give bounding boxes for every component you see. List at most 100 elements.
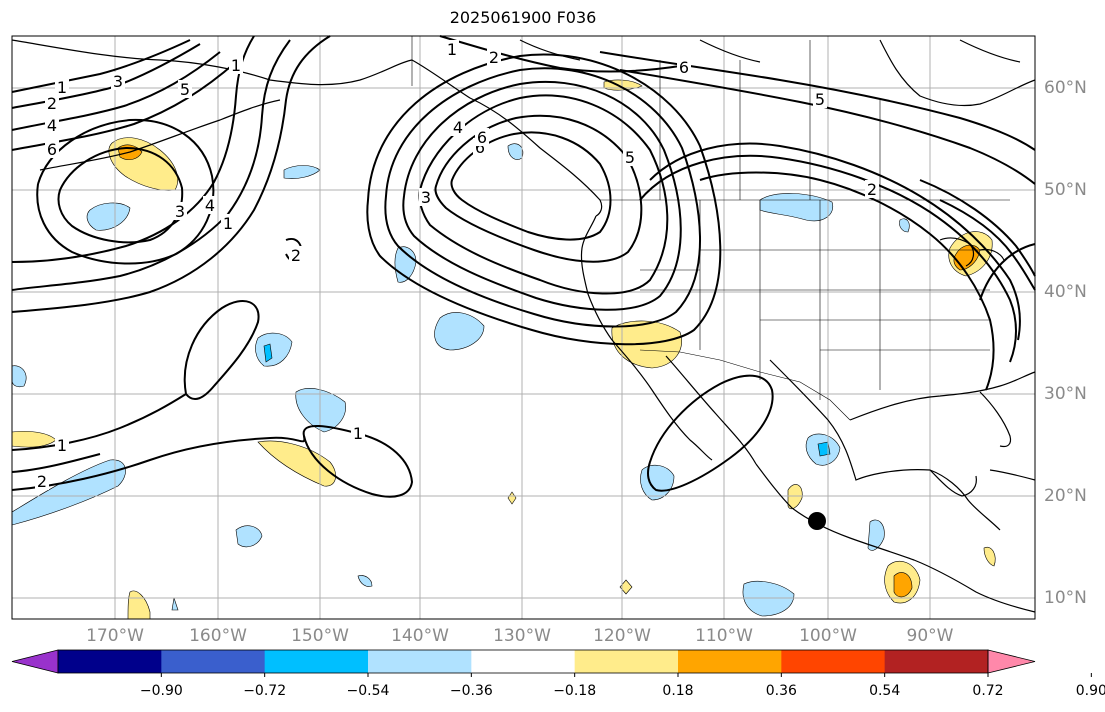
latitude-label: 10°N bbox=[1044, 588, 1087, 608]
state-lines bbox=[640, 200, 990, 400]
aleutian-chain bbox=[39, 99, 281, 171]
colorbar-extend-high bbox=[987, 649, 1036, 674]
colorbar-tick-label: 0.54 bbox=[869, 683, 901, 699]
cool-anomaly-central-america bbox=[867, 519, 885, 551]
contour-label-bg bbox=[813, 90, 827, 108]
colorbar-extend-low bbox=[11, 649, 59, 674]
longitude-label: 100°W bbox=[799, 626, 857, 646]
contour-label: 2 bbox=[37, 472, 47, 491]
contour-pacific-1 bbox=[11, 393, 187, 451]
longitude-label: 170°W bbox=[86, 626, 144, 646]
longitude-label: 140°W bbox=[391, 626, 449, 646]
contour-east-trough-3 bbox=[699, 171, 995, 391]
latitude-label: 60°N bbox=[1044, 78, 1087, 98]
colorbar-segment bbox=[161, 650, 266, 673]
contour-east-trough-1 bbox=[649, 142, 1021, 341]
contour-label-bg bbox=[487, 48, 501, 66]
contour-label-bg bbox=[55, 436, 69, 454]
contour-label-bg bbox=[351, 424, 365, 442]
contour-label-bg bbox=[173, 202, 187, 220]
contour-pacific-2 bbox=[11, 435, 306, 491]
contour-ridge-6 bbox=[450, 131, 612, 241]
contour-label: 1 bbox=[57, 436, 67, 455]
mexico-pacific-coast bbox=[755, 463, 1036, 613]
contour-aleutian-low-3 bbox=[11, 35, 255, 263]
contour-label: 3 bbox=[113, 72, 123, 91]
contour-label-bg bbox=[55, 78, 69, 96]
contour-label-bg bbox=[289, 246, 303, 264]
colorbar-tick-label: −0.18 bbox=[553, 683, 597, 699]
contour-aleutian-low-2 bbox=[11, 35, 331, 313]
colorbar bbox=[11, 649, 1092, 677]
contour-ridge-5 bbox=[434, 114, 643, 263]
contour-greatlakes bbox=[979, 243, 1036, 301]
contour-label-bg bbox=[203, 196, 217, 214]
contour-north-1 bbox=[11, 39, 191, 93]
cool-anomaly-5-core bbox=[263, 343, 273, 363]
colorbar-segment bbox=[471, 650, 576, 673]
colorbar-segment bbox=[884, 650, 989, 673]
colorbar-segment bbox=[574, 650, 679, 673]
contour-ridge-2 bbox=[402, 80, 682, 311]
contour-label: 4 bbox=[453, 118, 463, 137]
cuba bbox=[989, 469, 1036, 481]
colorbar-tick-label: −0.72 bbox=[243, 683, 287, 699]
contour-label: 3 bbox=[175, 202, 185, 221]
contour-north-5 bbox=[439, 35, 681, 73]
contour-label-bg bbox=[221, 214, 235, 232]
gulf-coast-us bbox=[849, 371, 1036, 421]
contour-east-trough-2 bbox=[639, 154, 1017, 363]
contour-label-bg bbox=[445, 40, 459, 58]
longitude-label: 160°W bbox=[189, 626, 247, 646]
contour-label-bg bbox=[623, 148, 637, 166]
contour-ridge-1 bbox=[418, 94, 669, 295]
colorbar-segment bbox=[58, 650, 162, 673]
contour-label: 5 bbox=[815, 90, 825, 109]
colorbar-tick-label: −0.36 bbox=[449, 683, 493, 699]
contour-label: 1 bbox=[353, 424, 363, 443]
contour-ridge-4 bbox=[366, 53, 722, 346]
cool-anomaly-5 bbox=[255, 332, 293, 367]
contour-north-7 bbox=[619, 69, 1036, 185]
contour-label-bg bbox=[865, 180, 879, 198]
contour-label: 4 bbox=[205, 196, 215, 215]
canada-provinces bbox=[659, 40, 881, 200]
map-title: 2025061900 F036 bbox=[449, 8, 597, 27]
contour-label: 1 bbox=[447, 40, 457, 59]
colorbar-tick-label: 0.72 bbox=[972, 683, 1004, 699]
contour-pacific-loop-1 bbox=[183, 299, 260, 401]
contour-label: 1 bbox=[223, 214, 233, 233]
location-marker bbox=[808, 512, 826, 530]
contour-label: 6 bbox=[475, 138, 485, 157]
contour-north-2 bbox=[11, 43, 201, 109]
contour-mexico-loop bbox=[647, 374, 774, 492]
cool-anomaly-1 bbox=[86, 202, 131, 231]
latitude-label: 30°N bbox=[1044, 384, 1087, 404]
cool-anomaly-eastern-pacific bbox=[742, 581, 795, 617]
longitude-label: 110°W bbox=[695, 626, 753, 646]
cool-anomaly-8 bbox=[357, 575, 373, 587]
colorbar-tick-label: −0.54 bbox=[346, 683, 390, 699]
contour-label-bg bbox=[451, 118, 465, 136]
contour-label-bg bbox=[45, 140, 59, 158]
contour-label-bg bbox=[419, 188, 433, 206]
contour-label: 6 bbox=[679, 58, 689, 77]
cool-anomaly-6 bbox=[295, 388, 346, 433]
cool-anomaly-7 bbox=[235, 525, 263, 548]
gulf-of-mexico-coast bbox=[769, 359, 1001, 531]
colorbar-segment bbox=[678, 650, 782, 673]
coastlines bbox=[11, 39, 1036, 613]
contour-label-bg bbox=[45, 94, 59, 112]
contour-label: 2 bbox=[489, 48, 499, 67]
contour-label-bg bbox=[178, 80, 192, 98]
warm-anomaly-caribbean bbox=[983, 546, 996, 567]
contour-label: 2 bbox=[291, 246, 301, 265]
contour-label: 6 bbox=[477, 128, 487, 147]
contour-label: 2 bbox=[867, 180, 877, 199]
colorbar-tick-label: 0.36 bbox=[765, 683, 797, 699]
warm-anomaly-pacific bbox=[257, 440, 336, 487]
bc-coast bbox=[580, 215, 613, 341]
latitude-label: 20°N bbox=[1044, 486, 1087, 506]
colorbar-outline bbox=[57, 649, 989, 674]
